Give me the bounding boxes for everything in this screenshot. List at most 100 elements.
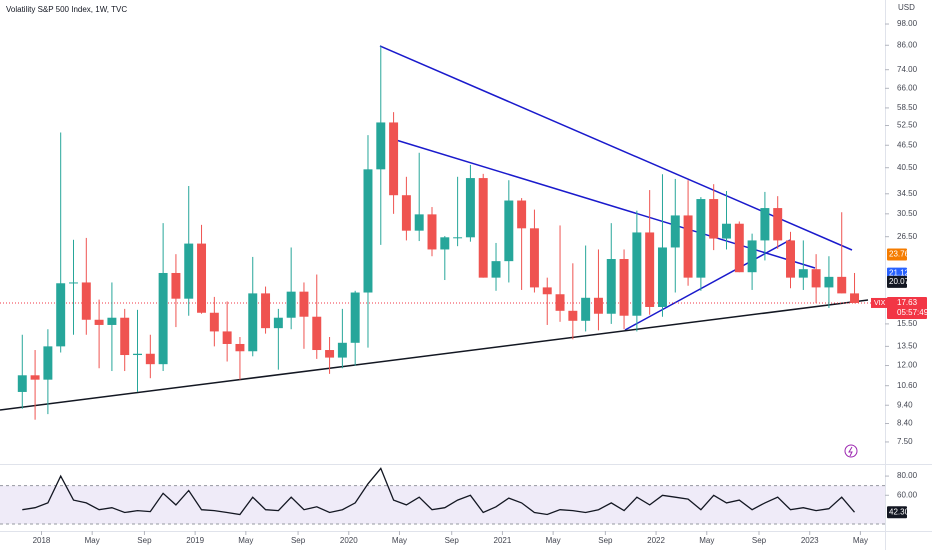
symbol-badge [871, 297, 887, 308]
candle-body [171, 272, 181, 299]
x-tick-label: Sep [445, 536, 460, 545]
x-tick-label: May [853, 536, 868, 545]
candle-body [632, 232, 642, 316]
x-tick-label: 2018 [33, 536, 51, 545]
x-tick-label: Sep [291, 536, 306, 545]
x-tick-label: May [699, 536, 714, 545]
candle-body [56, 283, 66, 347]
candle-body [209, 312, 219, 332]
candle-body [145, 353, 155, 365]
symbol-label: VIX [874, 300, 886, 307]
x-tick-label: 2019 [186, 536, 204, 545]
candle-body [363, 169, 373, 293]
candle-body [453, 237, 463, 239]
y-tick-label: 10.60 [897, 381, 918, 390]
candle-body [30, 375, 40, 380]
rsi-band [0, 485, 885, 525]
x-tick-label: 2022 [647, 536, 665, 545]
candle-body [43, 346, 53, 380]
rsi-line [22, 467, 855, 516]
candle-body [824, 276, 834, 288]
last-price-badge [887, 296, 927, 319]
candle-body [350, 292, 360, 343]
y-tick-label: 13.50 [897, 341, 918, 350]
y-tick-label: 34.50 [897, 189, 918, 198]
alert-icon[interactable] [844, 444, 858, 458]
candle-body [94, 319, 104, 325]
trend-line [624, 239, 791, 331]
y-tick-label: 66.00 [897, 83, 918, 92]
candle-body [747, 240, 757, 273]
candle-body [376, 122, 386, 170]
x-tick-label: May [546, 536, 561, 545]
candle-body [261, 293, 271, 329]
candle-body [286, 291, 296, 318]
candle-body [337, 342, 347, 358]
candle-body [645, 232, 655, 307]
candle-body [529, 228, 539, 288]
candle-body [401, 195, 411, 231]
candle-body [248, 293, 258, 352]
candle-body [722, 223, 731, 239]
candle-body [491, 261, 501, 278]
candle-body [81, 282, 91, 320]
x-tick-label: Sep [598, 536, 613, 545]
candle-body [17, 375, 27, 392]
candle-body [606, 259, 616, 314]
countdown-label: 05:57:49 [897, 308, 929, 317]
candle-body [69, 282, 78, 284]
x-tick-label: Sep [137, 536, 152, 545]
candle-body [427, 214, 437, 250]
y-tick-label: 98.00 [897, 19, 918, 28]
candle-body [670, 215, 680, 248]
trend-line [395, 139, 816, 269]
candle-body [273, 317, 283, 329]
candles [17, 46, 860, 420]
candle-body [619, 259, 629, 316]
y-tick-label: 15.50 [897, 319, 918, 328]
candle-body [760, 208, 770, 241]
candle-body [555, 294, 565, 311]
candle-body [478, 178, 488, 278]
x-tick-label: May [85, 536, 100, 545]
x-tick-label: 2021 [494, 536, 512, 545]
candle-body [517, 200, 527, 229]
price-badge-label: 21.12 [889, 269, 910, 278]
y-tick-label: 52.50 [897, 121, 918, 130]
candle-body [734, 223, 744, 273]
candle-body [120, 317, 130, 356]
candle-body [465, 178, 475, 238]
price-badge [887, 275, 907, 288]
candle-body [786, 240, 795, 278]
candle-body [811, 269, 821, 288]
candle-body [440, 237, 450, 250]
x-tick-label: 2023 [801, 536, 819, 545]
rsi-tick-label: 80.00 [897, 471, 918, 480]
trend-line [0, 299, 869, 411]
rsi-tick-label: 60.00 [897, 490, 918, 499]
candle-body [389, 122, 399, 196]
price-badge-label: 20.07 [889, 277, 910, 286]
candle-body [299, 291, 309, 317]
candle-body [593, 297, 603, 314]
candle-body [837, 276, 847, 294]
currency-label: USD [898, 3, 915, 12]
x-tick-label: May [238, 536, 253, 545]
candle-body [197, 243, 207, 313]
candle-body [504, 200, 514, 262]
candle-body [414, 214, 424, 231]
price-badge-label: 23.76 [889, 250, 910, 259]
y-tick-label: 40.50 [897, 163, 918, 172]
candle-body [581, 297, 591, 321]
chart-title: Volatility S&P 500 Index, 1W, TVC [6, 5, 127, 14]
candle-body [709, 199, 719, 239]
y-tick-label: 74.00 [897, 65, 918, 74]
candle-body [107, 317, 117, 325]
candle-body [850, 293, 860, 303]
y-tick-label: 7.50 [897, 437, 913, 446]
y-tick-label: 46.50 [897, 140, 918, 149]
candle-body [696, 199, 706, 278]
